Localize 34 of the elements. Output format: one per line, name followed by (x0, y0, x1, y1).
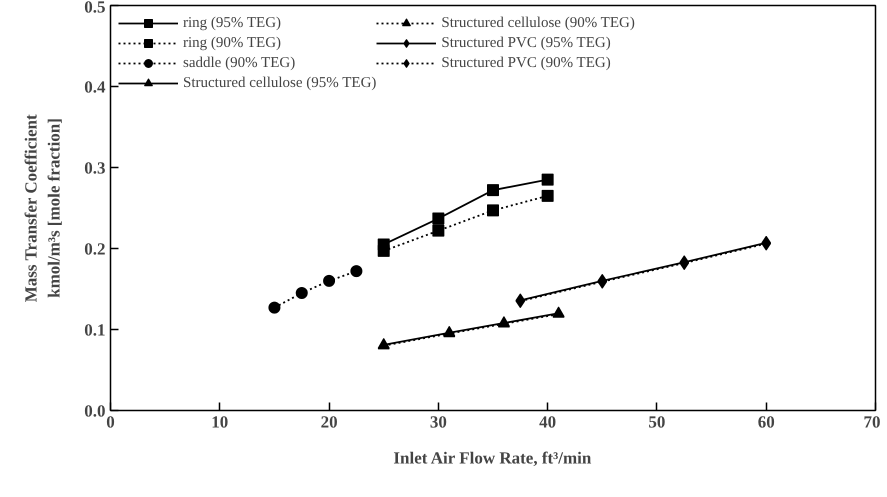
legend-label: Structured PVC (90% TEG) (441, 54, 611, 72)
x-tick-label: 0 (106, 412, 115, 432)
point (487, 184, 499, 196)
legend-label: ring (95% TEG) (183, 14, 282, 32)
y-tick-label: 0.3 (84, 158, 106, 178)
x-tick-label: 60 (758, 412, 775, 432)
point (487, 204, 499, 216)
y-tick-label: 0.2 (84, 240, 106, 258)
y-tick-label: 0.0 (84, 402, 106, 420)
x-tick-label: 30 (430, 412, 447, 432)
point (542, 174, 554, 186)
legend-label: ring (90% TEG) (183, 34, 282, 52)
y-tick-label: 0.4 (84, 78, 106, 96)
x-tick-label: 40 (539, 412, 556, 432)
point (432, 212, 444, 225)
y-tick-label: 0.5 (84, 0, 106, 16)
point (268, 302, 280, 314)
legend-label: Structured cellulose (95% TEG) (183, 74, 376, 92)
point (378, 244, 390, 257)
x-tick-label: 50 (648, 412, 666, 432)
legend-label: Structured cellulose (90% TEG) (441, 14, 635, 32)
point (432, 224, 444, 237)
legend-label: Structured PVC (95% TEG) (441, 34, 611, 52)
x-tick-label: 70 (864, 412, 880, 432)
y-axis-title: Mass Transfer Coefficient kmol/m³s [mole fraction] (21, 114, 64, 302)
legend-label: saddle (90% TEG) (183, 54, 296, 72)
point (350, 265, 362, 278)
x-axis-title: Inlet Air Flow Rate, ft³/min (393, 448, 592, 468)
point (542, 190, 554, 202)
point (296, 287, 308, 300)
y-tick-label: 0.1 (84, 320, 106, 340)
x-tick-label: 20 (320, 412, 338, 432)
x-tick-label: 10 (211, 412, 228, 432)
point (323, 274, 336, 287)
